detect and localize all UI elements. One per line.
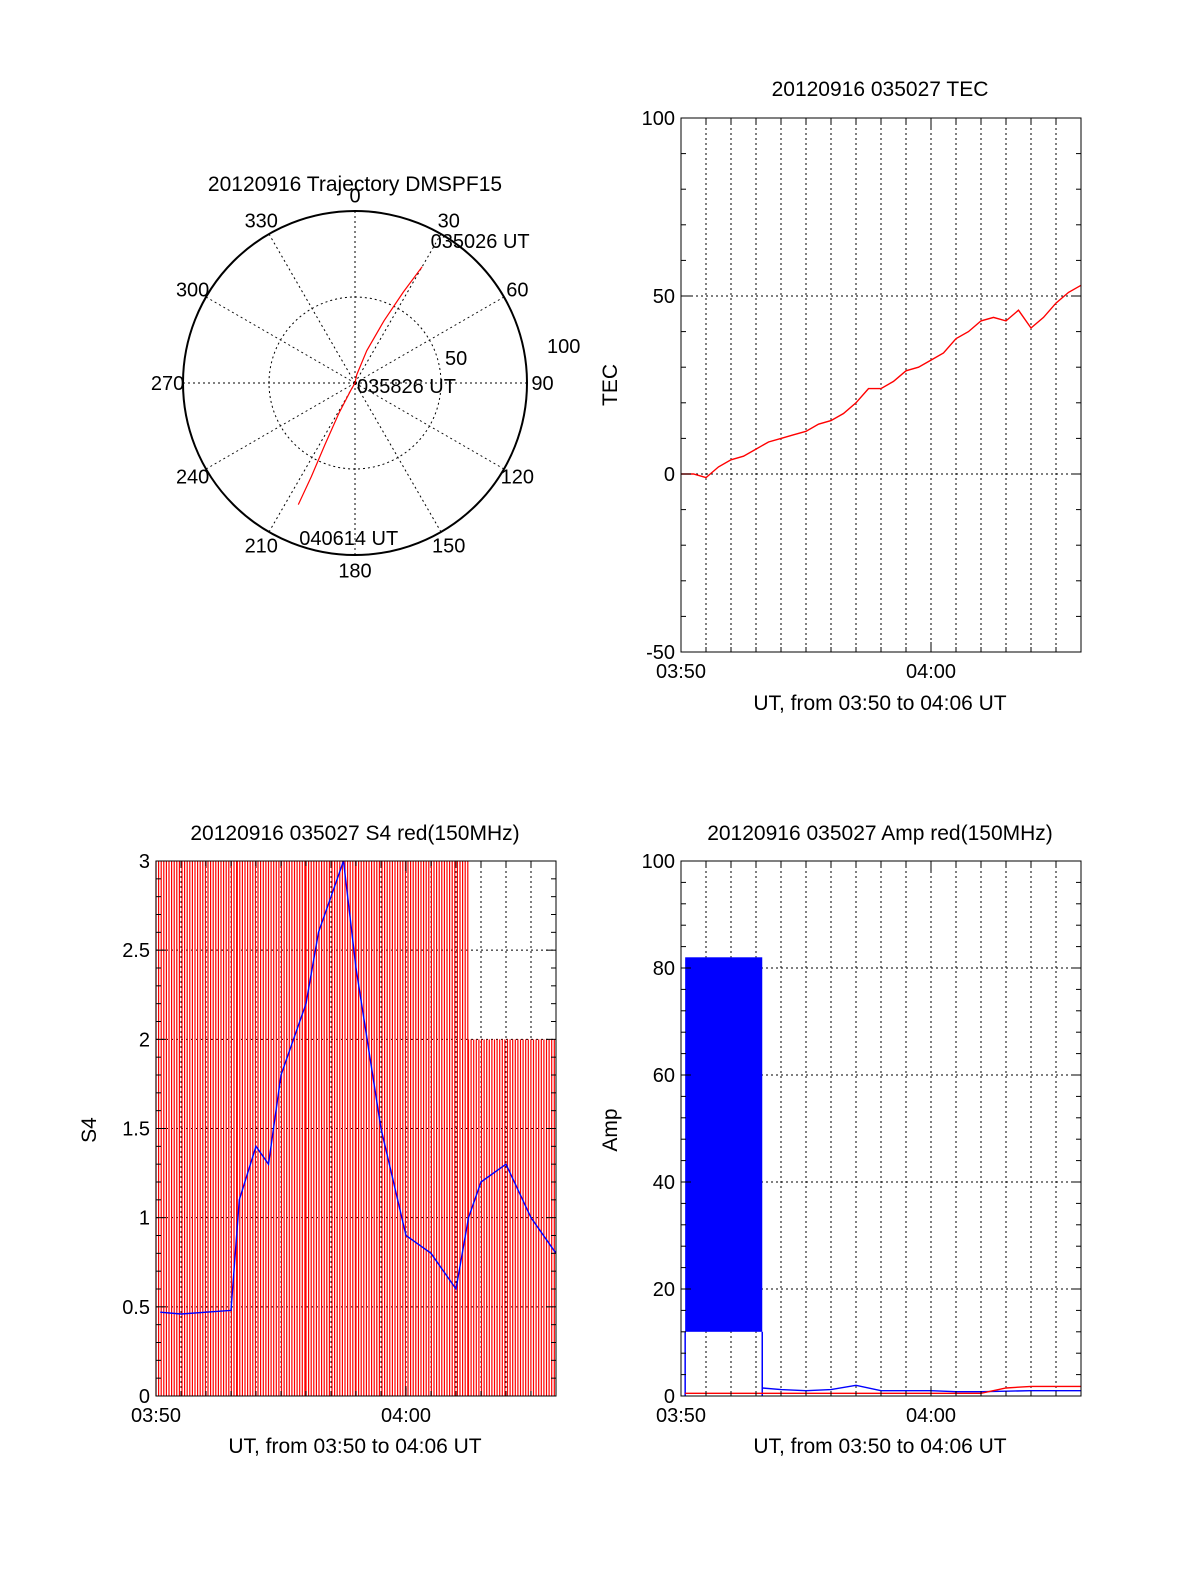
axes: 0 0.5 1 1.5 2 2.5 3 03:50 04:00 <box>122 851 557 1427</box>
polar-time-annotation: 040614 UT <box>299 528 398 550</box>
s4-ylabel: S4 <box>78 1117 101 1143</box>
polar-angle-label: 270 <box>151 373 184 395</box>
s4-chart: 20120916 035027 S4 red(150MHz) UT, from … <box>78 822 557 1458</box>
amp-title: 20120916 035027 Amp red(150MHz) <box>707 822 1053 845</box>
y-tick-label: 0 <box>664 464 675 486</box>
polar-spoke <box>205 296 356 384</box>
s4-xlabel: UT, from 03:50 to 04:06 UT <box>228 1435 481 1458</box>
y-tick-label: -50 <box>646 642 675 664</box>
polar-spoke <box>354 296 505 384</box>
x-tick-label: 04:00 <box>906 1405 956 1427</box>
polar-angle-label: 120 <box>501 467 534 489</box>
x-tick-label: 03:50 <box>131 1405 181 1427</box>
data-layer <box>684 957 1081 1396</box>
y-tick-label: 3 <box>139 851 150 873</box>
series-spikes <box>305 861 356 1396</box>
series-line <box>762 1384 1081 1393</box>
polar-spoke <box>205 382 356 470</box>
y-tick-label: 40 <box>653 1172 675 1194</box>
amp-chart: 20120916 035027 Amp red(150MHz) UT, from… <box>599 822 1082 1458</box>
series-spikes <box>236 861 306 1396</box>
s4-title: 20120916 035027 S4 red(150MHz) <box>190 822 519 845</box>
grid-lines <box>681 118 1081 652</box>
polar-angle-label: 60 <box>506 279 528 301</box>
polar-grid <box>182 210 528 556</box>
polar-title: 20120916 Trajectory DMSPF15 <box>208 173 502 196</box>
polar-series <box>297 266 423 505</box>
polar-angle-label: 180 <box>338 560 371 582</box>
series-line <box>681 284 1082 479</box>
tec-xlabel: UT, from 03:50 to 04:06 UT <box>753 692 1006 715</box>
tec-title: 20120916 035027 TEC <box>772 78 989 101</box>
y-tick-label: 20 <box>653 1279 675 1301</box>
y-tick-label: 1.5 <box>122 1119 150 1141</box>
polar-angle-label: 240 <box>176 467 209 489</box>
polar-radial-label: 100 <box>547 336 580 358</box>
axes: -50 0 50 100 03:50 04:00 <box>642 108 1082 683</box>
series-line <box>160 860 557 1315</box>
tec-ylabel: TEC <box>599 364 622 406</box>
polar-spoke <box>268 233 356 384</box>
x-tick-label: 04:00 <box>381 1405 431 1427</box>
polar-angle-label: 150 <box>432 535 465 557</box>
data-layer <box>155 860 557 1396</box>
polar-spoke <box>268 382 356 533</box>
polar-angle-labels: 0 30 60 90 120 150 180 210 240 270 300 330 50 100 <box>151 186 581 583</box>
polar-angle-label: 30 <box>438 211 460 233</box>
y-tick-label: 50 <box>653 286 675 308</box>
y-tick-label: 1 <box>139 1208 150 1230</box>
polar-radial-label: 50 <box>445 348 467 370</box>
amp-xlabel: UT, from 03:50 to 04:06 UT <box>753 1435 1006 1458</box>
polar-angle-label: 330 <box>245 211 278 233</box>
polar-spoke <box>354 382 442 533</box>
y-tick-label: 100 <box>642 851 675 873</box>
amp-ylabel: Amp <box>599 1108 622 1151</box>
y-tick-label: 0 <box>664 1386 675 1408</box>
polar-spoke <box>354 233 442 384</box>
polar-time-annotation: 035826 UT <box>357 376 456 398</box>
data-layer <box>681 284 1082 479</box>
series-line <box>685 1385 1081 1395</box>
y-tick-label: 2.5 <box>122 940 150 962</box>
polar-trajectory-chart: 20120916 Trajectory DMSPF15 0 30 60 90 120 15… <box>151 173 581 582</box>
trajectory-line <box>297 266 423 505</box>
tec-chart: 20120916 035027 TEC UT, from 03:50 to 04… <box>599 78 1082 715</box>
polar-angle-label: 210 <box>245 535 278 557</box>
polar-time-annotation: 035026 UT <box>431 231 530 253</box>
y-tick-label: 80 <box>653 958 675 980</box>
series-spikes <box>355 861 469 1396</box>
polar-spoke <box>354 382 505 470</box>
y-tick-label: 0.5 <box>122 1297 150 1319</box>
y-tick-label: 0 <box>139 1386 150 1408</box>
axes: 0 20 40 60 80 100 03:50 04:00 <box>642 851 1082 1427</box>
x-tick-label: 04:00 <box>906 661 956 683</box>
y-tick-label: 60 <box>653 1065 675 1087</box>
y-tick-label: 100 <box>642 108 675 130</box>
y-tick-label: 2 <box>139 1029 150 1051</box>
x-tick-label: 03:50 <box>656 661 706 683</box>
polar-annotations: 035026 UT 035826 UT 040614 UT <box>299 231 529 550</box>
amplitude-band <box>685 957 763 1332</box>
x-tick-label: 03:50 <box>656 1405 706 1427</box>
polar-angle-label: 300 <box>176 279 209 301</box>
polar-angle-label: 0 <box>349 186 360 208</box>
polar-angle-label: 90 <box>531 373 553 395</box>
